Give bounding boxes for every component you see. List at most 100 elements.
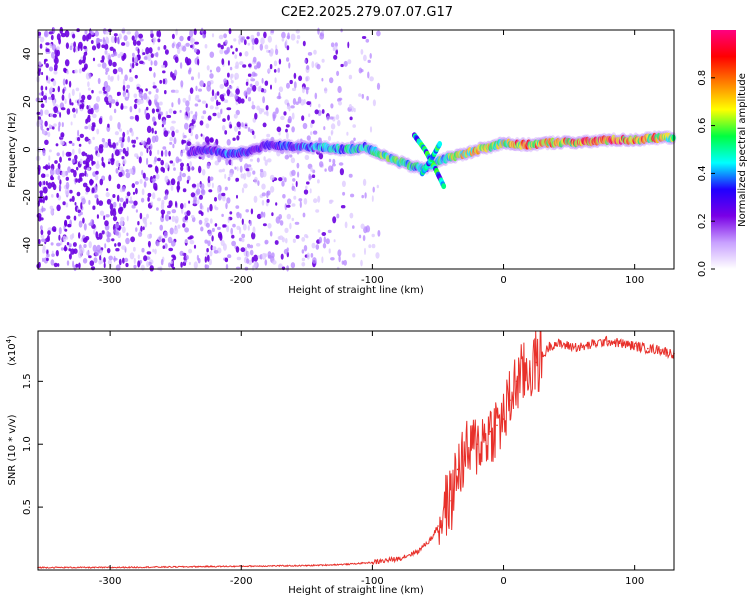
spectrogram-noise-mark xyxy=(214,160,220,166)
spectrogram-noise-mark xyxy=(301,249,305,254)
spectrogram-noise-mark xyxy=(88,139,92,145)
spectrogram-noise-mark xyxy=(170,71,173,78)
x-tick-label: -200 xyxy=(230,275,253,286)
snr-point xyxy=(666,351,669,354)
spectrogram-noise-mark xyxy=(171,215,176,222)
spectrogram-noise-mark xyxy=(179,109,182,113)
spectrogram-noise-mark xyxy=(85,157,91,163)
spectrogram-noise-mark xyxy=(147,54,152,62)
spectrogram-noise-mark xyxy=(263,31,267,39)
spectrogram-noise-mark xyxy=(142,217,147,225)
spectrogram-noise-mark xyxy=(316,63,321,70)
spectrogram-noise-mark xyxy=(213,250,219,254)
spectrogram-noise-mark xyxy=(227,114,230,121)
spectrogram-noise-mark xyxy=(225,158,229,166)
spectrogram-noise-mark xyxy=(63,67,67,73)
spectrogram-noise-mark xyxy=(243,172,247,180)
spectrogram-noise-mark xyxy=(333,54,338,60)
spectrogram-noise-mark xyxy=(269,51,274,57)
spectrogram-noise-mark xyxy=(288,62,291,69)
spectrogram-noise-mark xyxy=(224,186,228,191)
spectrogram-noise-mark xyxy=(98,144,104,149)
snr-point xyxy=(496,424,498,427)
spectrogram-noise-mark xyxy=(158,235,163,242)
spectrogram-noise-mark xyxy=(241,218,244,225)
spectrogram-noise-mark xyxy=(60,132,65,138)
spectrogram-noise-mark xyxy=(124,96,129,101)
spectrogram-noise-mark xyxy=(217,112,221,119)
spectrogram-noise-mark xyxy=(136,86,140,90)
spectrogram-noise-mark xyxy=(217,43,221,48)
spectrogram-noise-mark xyxy=(211,89,215,97)
spectrogram-noise-mark xyxy=(177,97,181,105)
spectrogram-noise-mark xyxy=(94,103,99,110)
spectrogram-noise-mark xyxy=(65,151,71,157)
spectrogram-noise-mark xyxy=(39,190,44,194)
spectrogram-noise-mark xyxy=(75,263,79,268)
spectrogram-noise-mark xyxy=(121,186,126,192)
spectrogram-noise-mark xyxy=(296,40,299,44)
spectrogram-noise-mark xyxy=(338,97,343,101)
spectrogram-noise-mark xyxy=(204,44,208,49)
spectrogram-noise-mark xyxy=(301,257,306,262)
spectrogram-noise-mark xyxy=(342,191,346,196)
spectrogram-noise-mark xyxy=(71,233,75,239)
spectrogram-noise-mark xyxy=(266,111,269,117)
spectrogram-noise-mark xyxy=(291,87,297,92)
spectrogram-noise-mark xyxy=(318,152,324,160)
spectrogram-noise-mark xyxy=(120,105,124,110)
spectrogram-noise-mark xyxy=(207,115,212,121)
spectrogram-noise-mark xyxy=(81,105,84,110)
spectrogram-noise-mark xyxy=(47,131,51,138)
spectrogram-noise-mark xyxy=(108,96,112,104)
spectrogram-noise-mark xyxy=(278,177,283,182)
spectrogram-noise-mark xyxy=(121,245,126,250)
x-tick-label: 0 xyxy=(500,576,506,587)
spectrogram-noise-mark xyxy=(339,168,344,176)
spectrogram-noise-mark xyxy=(40,234,45,239)
spectrogram-noise-mark xyxy=(89,179,94,185)
spectrogram-noise-mark xyxy=(96,128,100,135)
spectrogram-noise-mark xyxy=(302,40,306,47)
spectrogram-noise-mark xyxy=(88,199,91,205)
spectrogram-noise-mark xyxy=(126,191,131,197)
spectrogram-noise-mark xyxy=(267,254,272,259)
spectrogram-noise-mark xyxy=(230,73,234,79)
spectrogram-noise-mark xyxy=(152,81,156,86)
spectrogram-noise-mark xyxy=(46,173,49,178)
spectrogram-noise-mark xyxy=(247,251,250,258)
spectrogram-noise-mark xyxy=(137,254,140,260)
spectrogram-noise-mark xyxy=(209,137,214,143)
spectrogram-noise-mark xyxy=(252,170,256,175)
spectrogram-noise-mark xyxy=(241,238,245,243)
spectrogram-noise-mark xyxy=(275,216,281,224)
spectrogram-noise-mark xyxy=(133,139,136,144)
spectrogram-noise-mark xyxy=(126,130,129,135)
spectrogram-noise-mark xyxy=(52,113,57,118)
spectrogram-noise-mark xyxy=(318,137,321,143)
spectrogram-noise-mark xyxy=(209,69,212,73)
spectrogram-noise-mark xyxy=(308,113,311,118)
spectrogram-noise-mark xyxy=(171,240,176,247)
spectrogram-noise-mark xyxy=(88,255,92,259)
spectrogram-noise-mark xyxy=(73,46,76,53)
spectrogram-noise-mark xyxy=(85,236,90,241)
spectrogram-noise-mark xyxy=(125,172,131,179)
snr-point xyxy=(306,564,308,567)
spectrogram-noise-mark xyxy=(86,251,89,256)
spectrogram-noise-mark xyxy=(275,202,278,206)
spectrogram-noise-mark xyxy=(74,202,77,206)
spectrogram-noise-mark xyxy=(86,185,89,191)
spectrogram-noise-mark xyxy=(336,70,340,77)
spectrogram-noise-mark xyxy=(131,139,135,144)
spectrogram-noise-mark xyxy=(301,262,306,267)
spectrogram-noise-mark xyxy=(92,205,96,210)
spectrogram-noise-mark xyxy=(343,60,348,67)
spectrogram-noise-mark xyxy=(171,120,176,124)
spectrogram-noise-mark xyxy=(226,107,232,111)
spectrogram-noise-mark xyxy=(153,182,158,190)
spectrogram-noise-mark xyxy=(200,183,205,191)
snr-point xyxy=(515,380,518,383)
spectrogram-noise-mark xyxy=(64,59,70,67)
